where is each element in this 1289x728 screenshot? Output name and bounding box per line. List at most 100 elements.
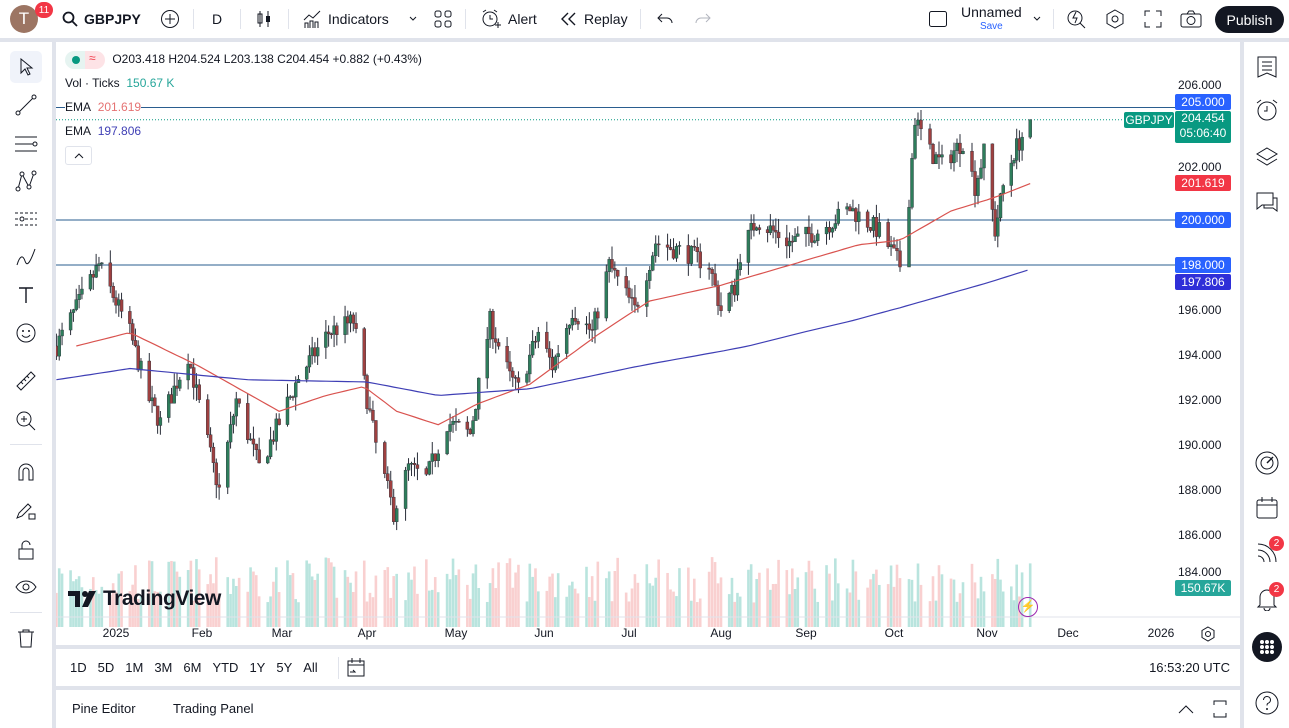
candle-body [547, 348, 552, 358]
pattern-tool[interactable] [10, 165, 42, 197]
candle-body [471, 420, 475, 435]
alert-button[interactable]: Alert [480, 0, 537, 38]
level-label-200[interactable]: 200.000 [1175, 212, 1231, 228]
price-chart[interactable] [56, 42, 1240, 645]
volume-bar [556, 573, 560, 627]
replay-button[interactable]: Replay [560, 0, 628, 38]
magnet-tool[interactable] [10, 456, 42, 488]
screener-button[interactable] [1252, 448, 1282, 478]
chart-type-button[interactable] [256, 0, 272, 38]
volume-bar [931, 576, 935, 627]
volume-bar [875, 569, 878, 627]
range-6m[interactable]: 6M [183, 660, 202, 675]
symbol-search-button[interactable]: GBPJPY [62, 0, 141, 38]
candle-body [827, 226, 832, 233]
volume-bar [525, 601, 529, 627]
chat-button[interactable] [1252, 188, 1282, 218]
range-1y[interactable]: 1Y [249, 660, 266, 675]
undo-button[interactable] [657, 0, 673, 38]
indicators-dropdown[interactable] [408, 0, 418, 38]
quick-search-button[interactable] [1066, 0, 1088, 38]
time-axis-settings[interactable] [1200, 626, 1216, 645]
apps-button[interactable] [1252, 632, 1282, 662]
fib-tool[interactable] [10, 128, 42, 160]
plus-circle-icon [161, 10, 179, 28]
range-1m[interactable]: 1M [125, 660, 144, 675]
compare-button[interactable] [160, 0, 180, 38]
candle-body [368, 408, 372, 411]
volume-bar [468, 598, 472, 627]
market-status[interactable]: ≈ [65, 51, 105, 69]
brush-tool[interactable] [10, 241, 42, 273]
emoji-tool[interactable] [10, 317, 42, 349]
ruler-tool[interactable] [10, 365, 42, 397]
candle-body [910, 158, 914, 208]
candle-body [389, 480, 393, 498]
range-5y[interactable]: 5Y [276, 660, 293, 675]
lock-tool[interactable] [10, 534, 42, 566]
cursor-tool[interactable] [10, 51, 42, 83]
text-tool[interactable] [10, 279, 42, 311]
collapse-legend-button[interactable] [65, 146, 92, 165]
remove-drawings-tool[interactable] [10, 622, 42, 654]
layout-select-checkbox[interactable] [928, 0, 948, 38]
range-all[interactable]: All [303, 660, 318, 675]
trendline-tool[interactable] [10, 89, 42, 121]
publish-button[interactable]: Publish [1215, 6, 1284, 33]
projection-tool[interactable] [10, 203, 42, 235]
candle-body [937, 154, 941, 158]
stay-in-drawing-tool[interactable] [10, 495, 42, 527]
candle-body [807, 226, 811, 234]
indicators-button[interactable]: Indicators [302, 0, 389, 38]
goto-date-button[interactable] [346, 657, 366, 682]
volume-bar [845, 588, 849, 627]
level-label-198[interactable]: 198.000 [1175, 257, 1231, 273]
volume-bar [952, 579, 956, 627]
range-1d[interactable]: 1D [70, 660, 87, 675]
volume-bar [913, 601, 917, 627]
settings-button[interactable] [1104, 0, 1126, 38]
candle-body [651, 255, 655, 271]
lightning-icon[interactable]: ⚡ [1018, 597, 1038, 617]
candle-body [246, 403, 250, 440]
price-tick: 194.000 [1178, 348, 1222, 362]
ema-fast-line[interactable] [76, 183, 1031, 426]
screenshot-button[interactable] [1180, 0, 1202, 38]
candle-body [424, 468, 429, 475]
tradingview-logo[interactable]: TradingView [68, 587, 221, 611]
hide-drawings-tool[interactable] [10, 572, 42, 604]
ema-fast-legend[interactable]: EMA 201.619 [65, 100, 142, 114]
range-bar: 1D 5D 1M 3M 6M YTD 1Y 5Y All 16:53:20 UTC [56, 648, 1240, 686]
clock[interactable]: 16:53:20 UTC [1149, 660, 1230, 675]
tab-pine-editor[interactable]: Pine Editor [72, 701, 136, 716]
layers-button[interactable] [1252, 142, 1282, 172]
volume-bar [192, 600, 195, 627]
volume-bar [831, 600, 834, 627]
candle-body [982, 143, 986, 169]
range-ytd[interactable]: YTD [212, 660, 239, 675]
chart-panel[interactable]: ≈ O203.418 H204.524 L203.138 C204.454 +0… [56, 42, 1240, 645]
layouts-button[interactable] [434, 0, 452, 38]
layout-name-button[interactable]: Unnamed Save [961, 4, 1022, 32]
volume-legend[interactable]: Vol · Ticks 150.67 K [65, 76, 175, 90]
range-5d[interactable]: 5D [97, 660, 115, 675]
expand-panel-button[interactable] [1178, 702, 1194, 717]
level-label-205[interactable]: 205.000 [1175, 94, 1231, 110]
help-button[interactable] [1252, 688, 1282, 718]
zoom-tool[interactable] [10, 405, 42, 437]
avatar[interactable]: T [10, 5, 38, 33]
watchlist-button[interactable] [1252, 52, 1282, 82]
redo-button[interactable] [695, 0, 711, 38]
alerts-panel-button[interactable] [1252, 95, 1282, 125]
volume-bar [172, 561, 176, 627]
fullscreen-button[interactable] [1144, 0, 1162, 38]
ema-slow-line[interactable] [56, 269, 1028, 396]
volume-bar [237, 577, 241, 627]
layout-dropdown[interactable] [1032, 0, 1042, 38]
tab-trading-panel[interactable]: Trading Panel [173, 701, 254, 716]
ema-slow-legend[interactable]: EMA 197.806 [65, 124, 142, 138]
range-3m[interactable]: 3M [154, 660, 173, 675]
maximize-panel-button[interactable] [1213, 700, 1227, 721]
interval-button[interactable]: D [212, 11, 223, 27]
calendar-button[interactable] [1252, 493, 1282, 523]
